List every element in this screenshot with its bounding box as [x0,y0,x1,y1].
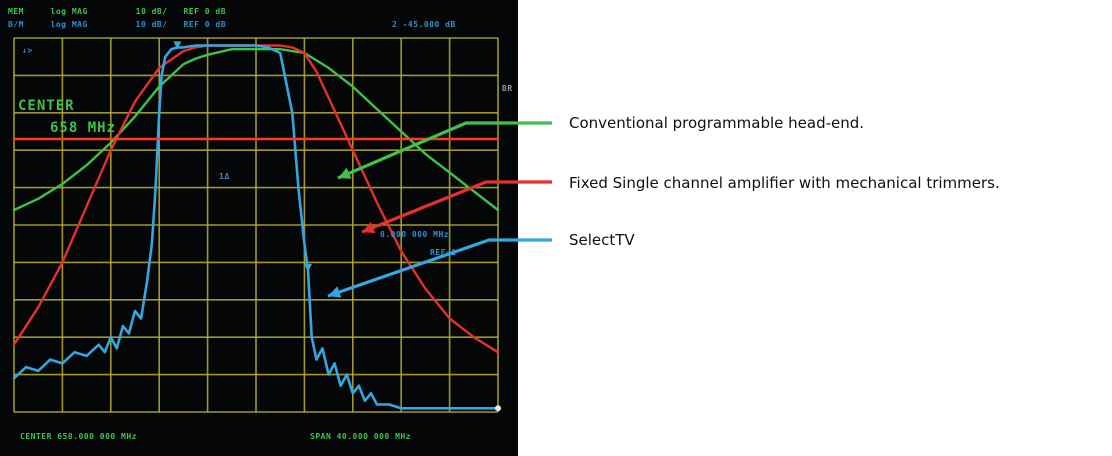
header-line-1: MEM log MAG 10 dB/ REF 0 dB [8,7,226,16]
marker-two [304,263,313,272]
header-2-ref: REF 0 dB [183,20,227,29]
leader-head-end-arrowhead [338,167,352,179]
marker-one-label: 1Δ [219,172,230,181]
trace-selecttv [12,44,500,410]
header-1-ref: REF 0 dB [183,7,227,16]
legend-label-selecttv: SelectTV [569,231,635,249]
legend-label-fixed-amplifier: Fixed Single channel amplifier with mech… [569,174,1000,192]
legend-label-head-end: Conventional programmable head-end. [569,114,865,132]
header-1-scale: 10 dB/ [135,7,168,16]
analyzer-screen: MEM log MAG 10 dB/ REF 0 dB B/M log MAG … [0,0,518,456]
trace-end-dot [495,405,501,412]
header-2-format: log MAG [50,20,88,29]
trace-fixed-amplifier [12,44,500,354]
reference-marker: REF=1 [430,248,457,257]
marker-frequency: 8.000 000 MHz [380,230,450,239]
spectrum-plot [12,37,501,413]
leader-fixed-amplifier [361,180,552,234]
footer-span: SPAN 40.000 000 MHz [310,432,412,441]
center-label: CENTER [18,98,75,114]
side-mark: BR [502,84,513,93]
marker-one [173,41,182,50]
leader-selecttv [327,238,552,298]
leader-selecttv-arrowhead [328,286,342,298]
center-value: 658 MHz [50,120,117,136]
header-1-format: log MAG [50,7,88,16]
corner-symbol: ↓> [22,46,33,55]
header-2-scale: 10 dB/ [135,20,168,29]
header-2-mode: B/M [8,20,24,29]
marker-readout: 2 -45.000 dB [392,20,456,29]
leader-head-end [337,121,552,180]
header-line-2: B/M log MAG 10 dB/ REF 0 dB [8,20,226,29]
header-1-mode: MEM [8,7,24,16]
footer-center-frequency: CENTER 658.000 000 MHz [20,432,137,441]
leader-fixed-amplifier-arrowhead [362,221,376,234]
